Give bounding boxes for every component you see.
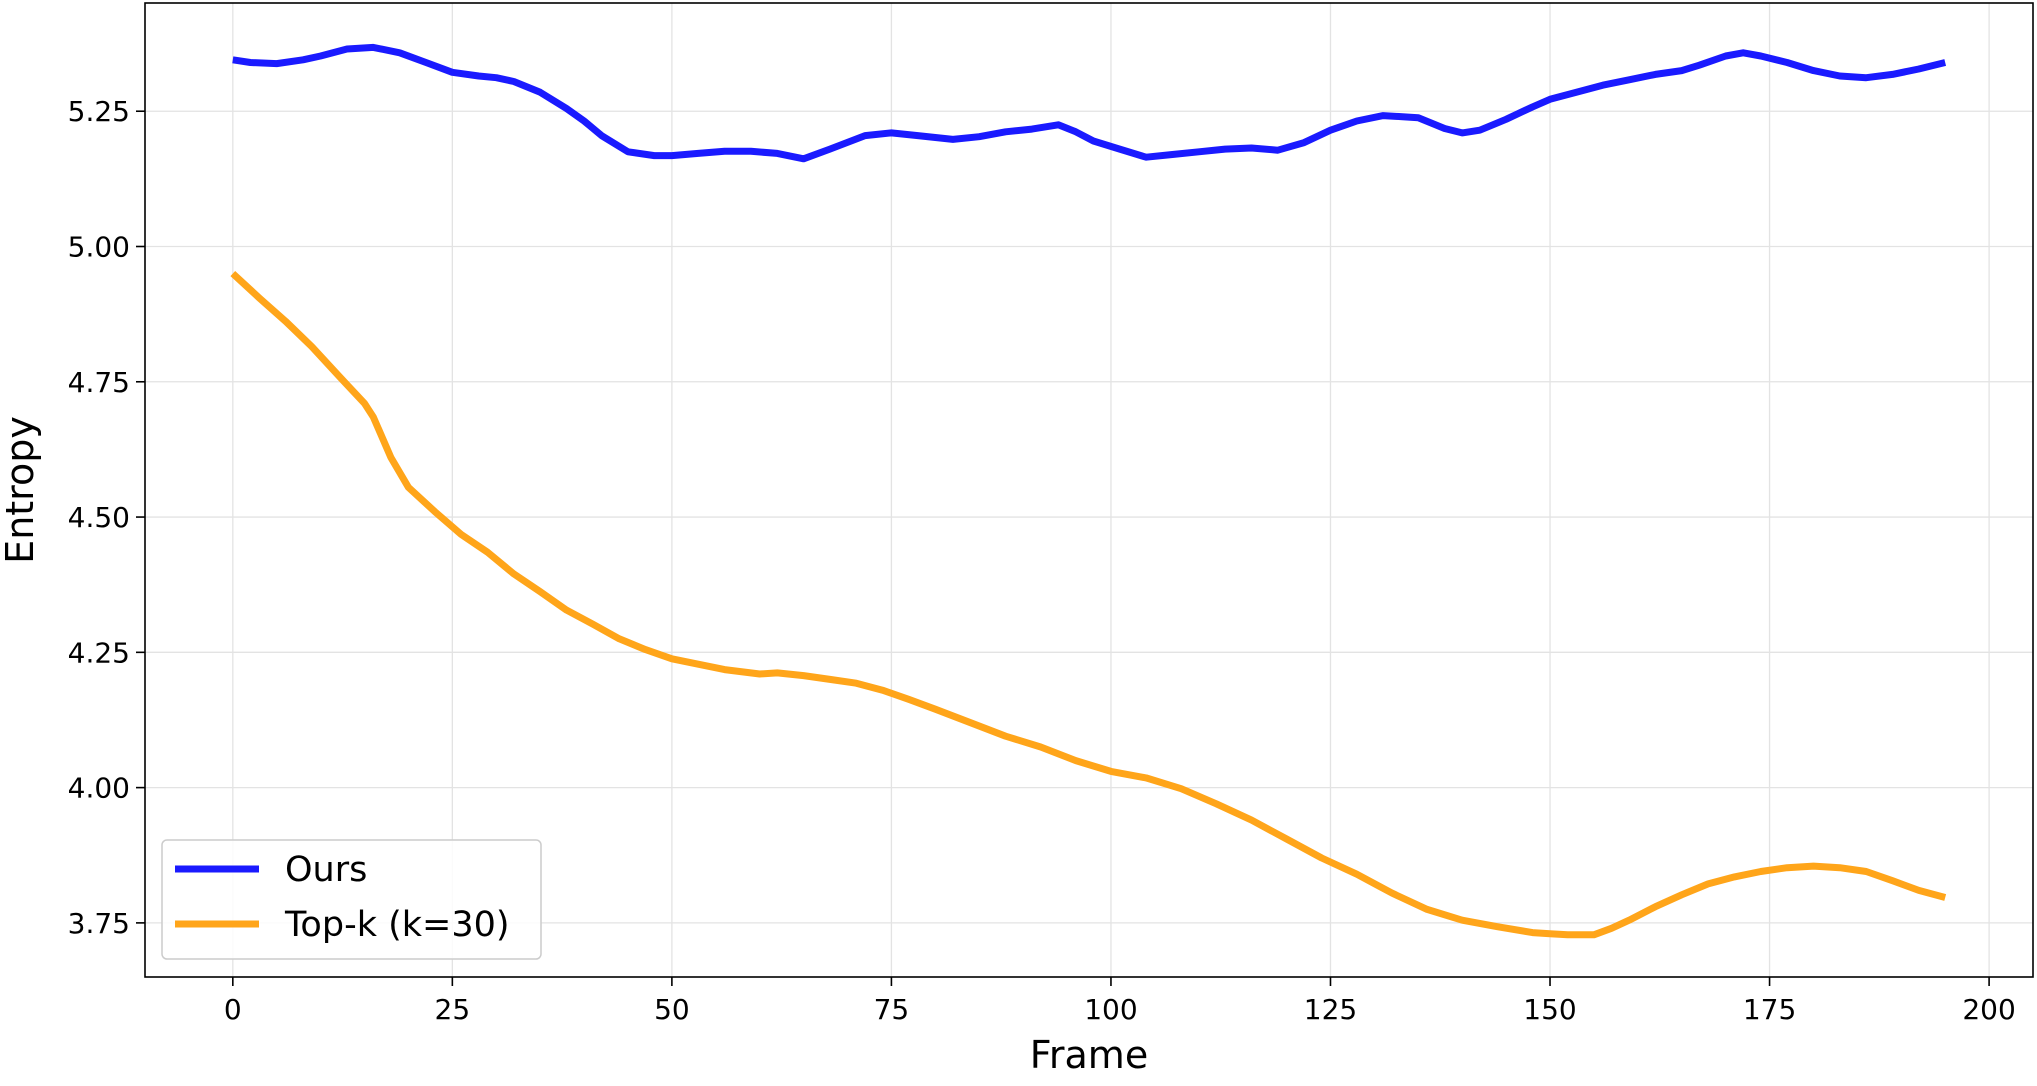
x-tick-label: 50 <box>654 993 690 1026</box>
x-tick-label: 25 <box>435 993 471 1026</box>
x-axis-ticks: 0 25 50 75 100 125 150 175 200 <box>224 977 2016 1026</box>
y-axis-label: Entropy <box>0 416 42 564</box>
y-tick-label: 5.25 <box>68 95 130 128</box>
x-tick-label: 100 <box>1084 993 1137 1026</box>
x-tick-label: 175 <box>1743 993 1796 1026</box>
y-tick-label: 4.25 <box>68 636 130 669</box>
y-tick-label: 4.50 <box>68 501 130 534</box>
legend: Ours Top-k (k=30) <box>161 839 542 960</box>
x-tick-label: 200 <box>1962 993 2015 1026</box>
series-lines <box>230 43 1947 939</box>
x-axis-label: Frame <box>1030 1033 1148 1077</box>
plot-frame <box>144 2 2034 978</box>
legend-label-ours: Ours <box>285 850 367 890</box>
x-tick-label: 75 <box>874 993 910 1026</box>
y-tick-label: 3.75 <box>68 907 130 940</box>
y-axis-ticks: 3.75 4.00 4.25 4.50 4.75 5.00 5.25 <box>68 95 145 940</box>
legend-label-topk: Top-k (k=30) <box>284 905 510 945</box>
y-tick-label: 4.75 <box>68 366 130 399</box>
y-tick-label: 4.00 <box>68 772 130 805</box>
x-tick-label: 0 <box>224 993 242 1026</box>
y-tick-label: 5.00 <box>68 231 130 264</box>
series-line-topk <box>230 271 1947 939</box>
grid-lines <box>145 3 2033 977</box>
x-tick-label: 125 <box>1304 993 1357 1026</box>
series-line-ours <box>232 43 1947 163</box>
x-tick-label: 150 <box>1523 993 1576 1026</box>
